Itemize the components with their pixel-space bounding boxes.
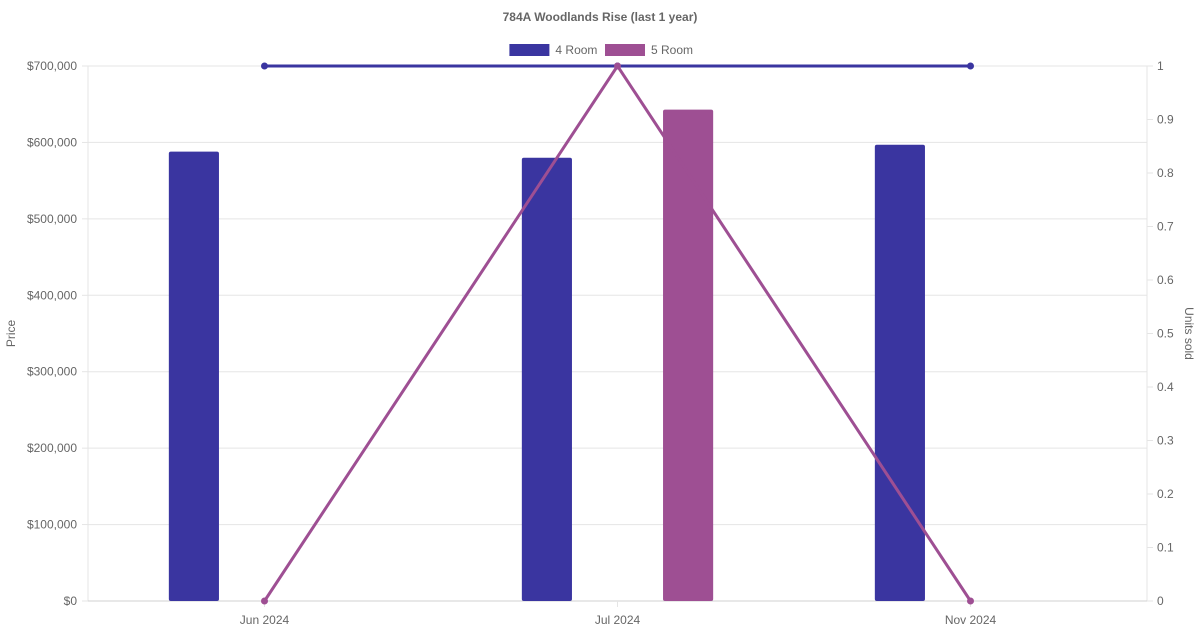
right-tick-label: 0.2 <box>1157 487 1174 501</box>
x-tick-label: Jul 2024 <box>595 613 641 627</box>
right-tick-label: 0.6 <box>1157 273 1174 287</box>
chart-title: 784A Woodlands Rise (last 1 year) <box>503 10 698 24</box>
right-axis: 0 0.1 0.2 0.3 0.4 0.5 0.6 0.7 0.8 0.9 1 Units sold <box>1147 59 1196 608</box>
legend-label: 4 Room <box>555 43 597 57</box>
line-point[interactable] <box>967 597 974 605</box>
bar-4-room[interactable] <box>521 157 572 601</box>
lines <box>261 62 974 605</box>
line-point[interactable] <box>967 62 974 70</box>
left-axis: $0 $100,000 $200,000 $300,000 $400,000 $500,0… <box>4 59 88 608</box>
line-point[interactable] <box>261 62 268 70</box>
left-axis-title: Price <box>4 320 18 348</box>
legend-item-4-room[interactable]: 4 Room <box>509 43 597 57</box>
right-tick-label: 1 <box>1157 59 1164 73</box>
right-tick-label: 0.4 <box>1157 380 1174 394</box>
left-tick-label: $200,000 <box>27 441 77 455</box>
left-tick-label: $400,000 <box>27 288 77 302</box>
left-tick-label: $600,000 <box>27 135 77 149</box>
bars <box>168 109 925 602</box>
right-tick-label: 0.7 <box>1157 220 1174 234</box>
legend[interactable]: 4 Room 5 Room <box>509 43 693 57</box>
bar-4-room[interactable] <box>874 144 925 601</box>
x-tick-label: Jun 2024 <box>240 613 290 627</box>
left-tick-label: $0 <box>64 594 78 608</box>
left-tick-label: $700,000 <box>27 59 77 73</box>
left-tick-label: $500,000 <box>27 212 77 226</box>
right-tick-label: 0.1 <box>1157 541 1174 555</box>
x-axis: Jun 2024 Jul 2024 Nov 2024 <box>240 601 997 627</box>
left-tick-label: $100,000 <box>27 518 77 532</box>
legend-swatch <box>509 44 550 56</box>
legend-label: 5 Room <box>651 43 693 57</box>
line-5-room <box>263 63 972 602</box>
line-point[interactable] <box>614 62 621 70</box>
right-tick-label: 0 <box>1157 594 1164 608</box>
gridlines <box>87 65 1148 602</box>
legend-swatch <box>605 44 645 56</box>
line-point[interactable] <box>261 597 268 605</box>
right-tick-label: 0.9 <box>1157 113 1174 127</box>
right-tick-label: 0.3 <box>1157 434 1174 448</box>
right-axis-title: Units sold <box>1182 307 1196 360</box>
left-tick-label: $300,000 <box>27 365 77 379</box>
legend-item-5-room[interactable]: 5 Room <box>605 43 693 57</box>
right-tick-label: 0.8 <box>1157 166 1174 180</box>
bar-4-room[interactable] <box>168 151 219 601</box>
x-tick-label: Nov 2024 <box>945 613 997 627</box>
right-tick-label: 0.5 <box>1157 327 1174 341</box>
bar-5-room[interactable] <box>663 109 714 602</box>
